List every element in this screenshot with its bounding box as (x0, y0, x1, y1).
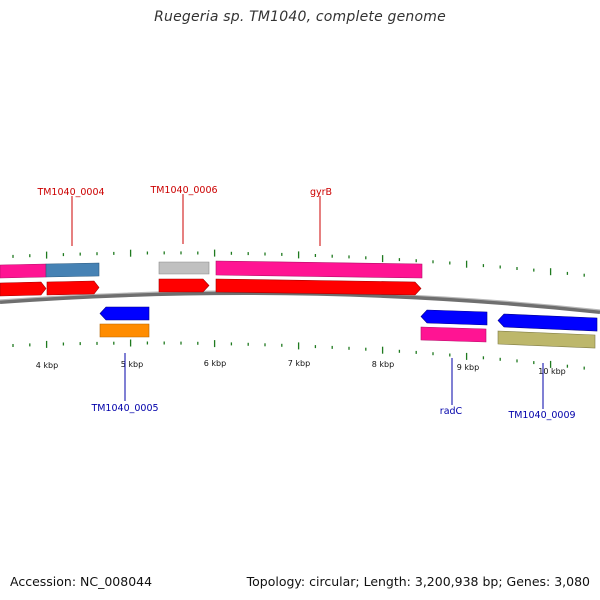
feature-label-TM1040_0009[interactable]: TM1040_0009 (507, 410, 575, 421)
reverse-cds-track (99, 306, 598, 332)
cds-arrow-gyrB[interactable] (215, 278, 422, 296)
cds-arrow-0002[interactable] (0, 281, 47, 297)
scale-labels: 4 kbp 5 kbp 6 kbp 7 kbp 8 kbp 9 kbp 10 k… (36, 359, 566, 376)
cds-arrow-0005[interactable] (99, 306, 150, 321)
forward-cds-track (0, 278, 422, 297)
cds-arrow-0004[interactable] (46, 280, 100, 296)
scale-label-10kbp: 10 kbp (538, 367, 566, 376)
genome-title: Ruegeria sp. TM1040, complete genome (154, 9, 446, 25)
feature-label-TM1040_0004[interactable]: TM1040_0004 (36, 187, 104, 198)
scale-label-9kbp: 9 kbp (457, 363, 479, 372)
scale-label-4kbp: 4 kbp (36, 361, 58, 370)
feature-labels: TM1040_0004 TM1040_0006 gyrB TM1040_0005… (36, 185, 575, 421)
gene-bar-pink-0002[interactable] (0, 263, 47, 279)
upper-tick-ring (12, 249, 585, 277)
lower-tick-ring (12, 339, 585, 370)
feature-label-TM1040_0006[interactable]: TM1040_0006 (149, 185, 217, 196)
feature-label-gyrB[interactable]: gyrB (310, 187, 332, 198)
cds-arrow-0009[interactable] (497, 313, 598, 332)
gene-bar-grey-0006[interactable] (158, 261, 210, 275)
forward-gene-track (0, 260, 423, 279)
cds-arrow-0006[interactable] (158, 278, 210, 293)
scale-label-8kbp: 8 kbp (372, 360, 394, 369)
gene-bar-khaki-0009[interactable] (497, 330, 596, 349)
cds-arrow-radC[interactable] (420, 309, 488, 326)
scale-label-5kbp: 5 kbp (121, 360, 143, 369)
gene-bar-orange-0005[interactable] (99, 323, 150, 338)
feature-label-TM1040_0005[interactable]: TM1040_0005 (90, 403, 158, 414)
feature-label-radC[interactable]: radC (440, 406, 463, 417)
label-leaders (71, 194, 544, 409)
gene-bar-pink-gyrB[interactable] (215, 260, 423, 279)
genome-summary-text: Topology: circular; Length: 3,200,938 bp… (246, 574, 590, 589)
accession-text: Accession: NC_008044 (10, 574, 153, 589)
reverse-gene-track (99, 323, 596, 349)
scale-label-7kbp: 7 kbp (288, 359, 310, 368)
gene-bar-pink-radC[interactable] (420, 326, 487, 343)
scale-label-6kbp: 6 kbp (204, 359, 226, 368)
genome-backbone (0, 291, 600, 314)
gene-bar-steelblue-0004[interactable] (45, 262, 100, 278)
